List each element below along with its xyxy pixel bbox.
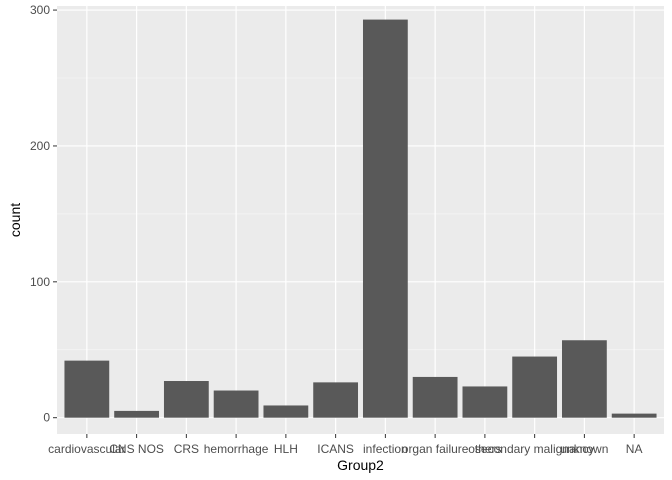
bars [64, 19, 657, 418]
x-tick-label: CNS NOS [109, 442, 164, 456]
bar-crs [163, 381, 209, 418]
y-axis-title: count [7, 203, 23, 237]
bar-organ-failure [412, 376, 458, 418]
x-tick-label: others [468, 442, 501, 456]
bar-secondary-malignancy [512, 356, 558, 418]
bar-hlh [263, 405, 309, 418]
bar-na [611, 413, 657, 418]
bar-others [462, 386, 508, 418]
x-tick-label: unknown [560, 442, 608, 456]
y-tick-label: 300 [30, 3, 50, 17]
x-tick-label: HLH [274, 442, 298, 456]
x-tick-label: ICANS [317, 442, 354, 456]
y-tick-label: 0 [43, 411, 50, 425]
bar-infection [362, 19, 408, 418]
y-axis: 0 100 200 300 [30, 3, 57, 425]
x-axis-title: Group2 [337, 457, 384, 473]
y-tick-label: 200 [30, 139, 50, 153]
x-tick-label: NA [626, 442, 643, 456]
bar-icans [313, 382, 359, 418]
x-tick-label: organ failure [402, 442, 469, 456]
bar-cardiovascular [64, 360, 110, 418]
bar-unknown [562, 340, 607, 418]
x-tick-label: CRS [174, 442, 199, 456]
x-tick-label: hemorrhage [204, 442, 269, 456]
x-tick-label: secondary malignancy [475, 442, 594, 456]
y-tick-label: 100 [30, 275, 50, 289]
x-tick-label: infection [363, 442, 408, 456]
bar-cns-nos [114, 410, 159, 418]
bar-hemorrhage [213, 390, 259, 418]
x-tick-label: cardiovascular [48, 442, 125, 456]
